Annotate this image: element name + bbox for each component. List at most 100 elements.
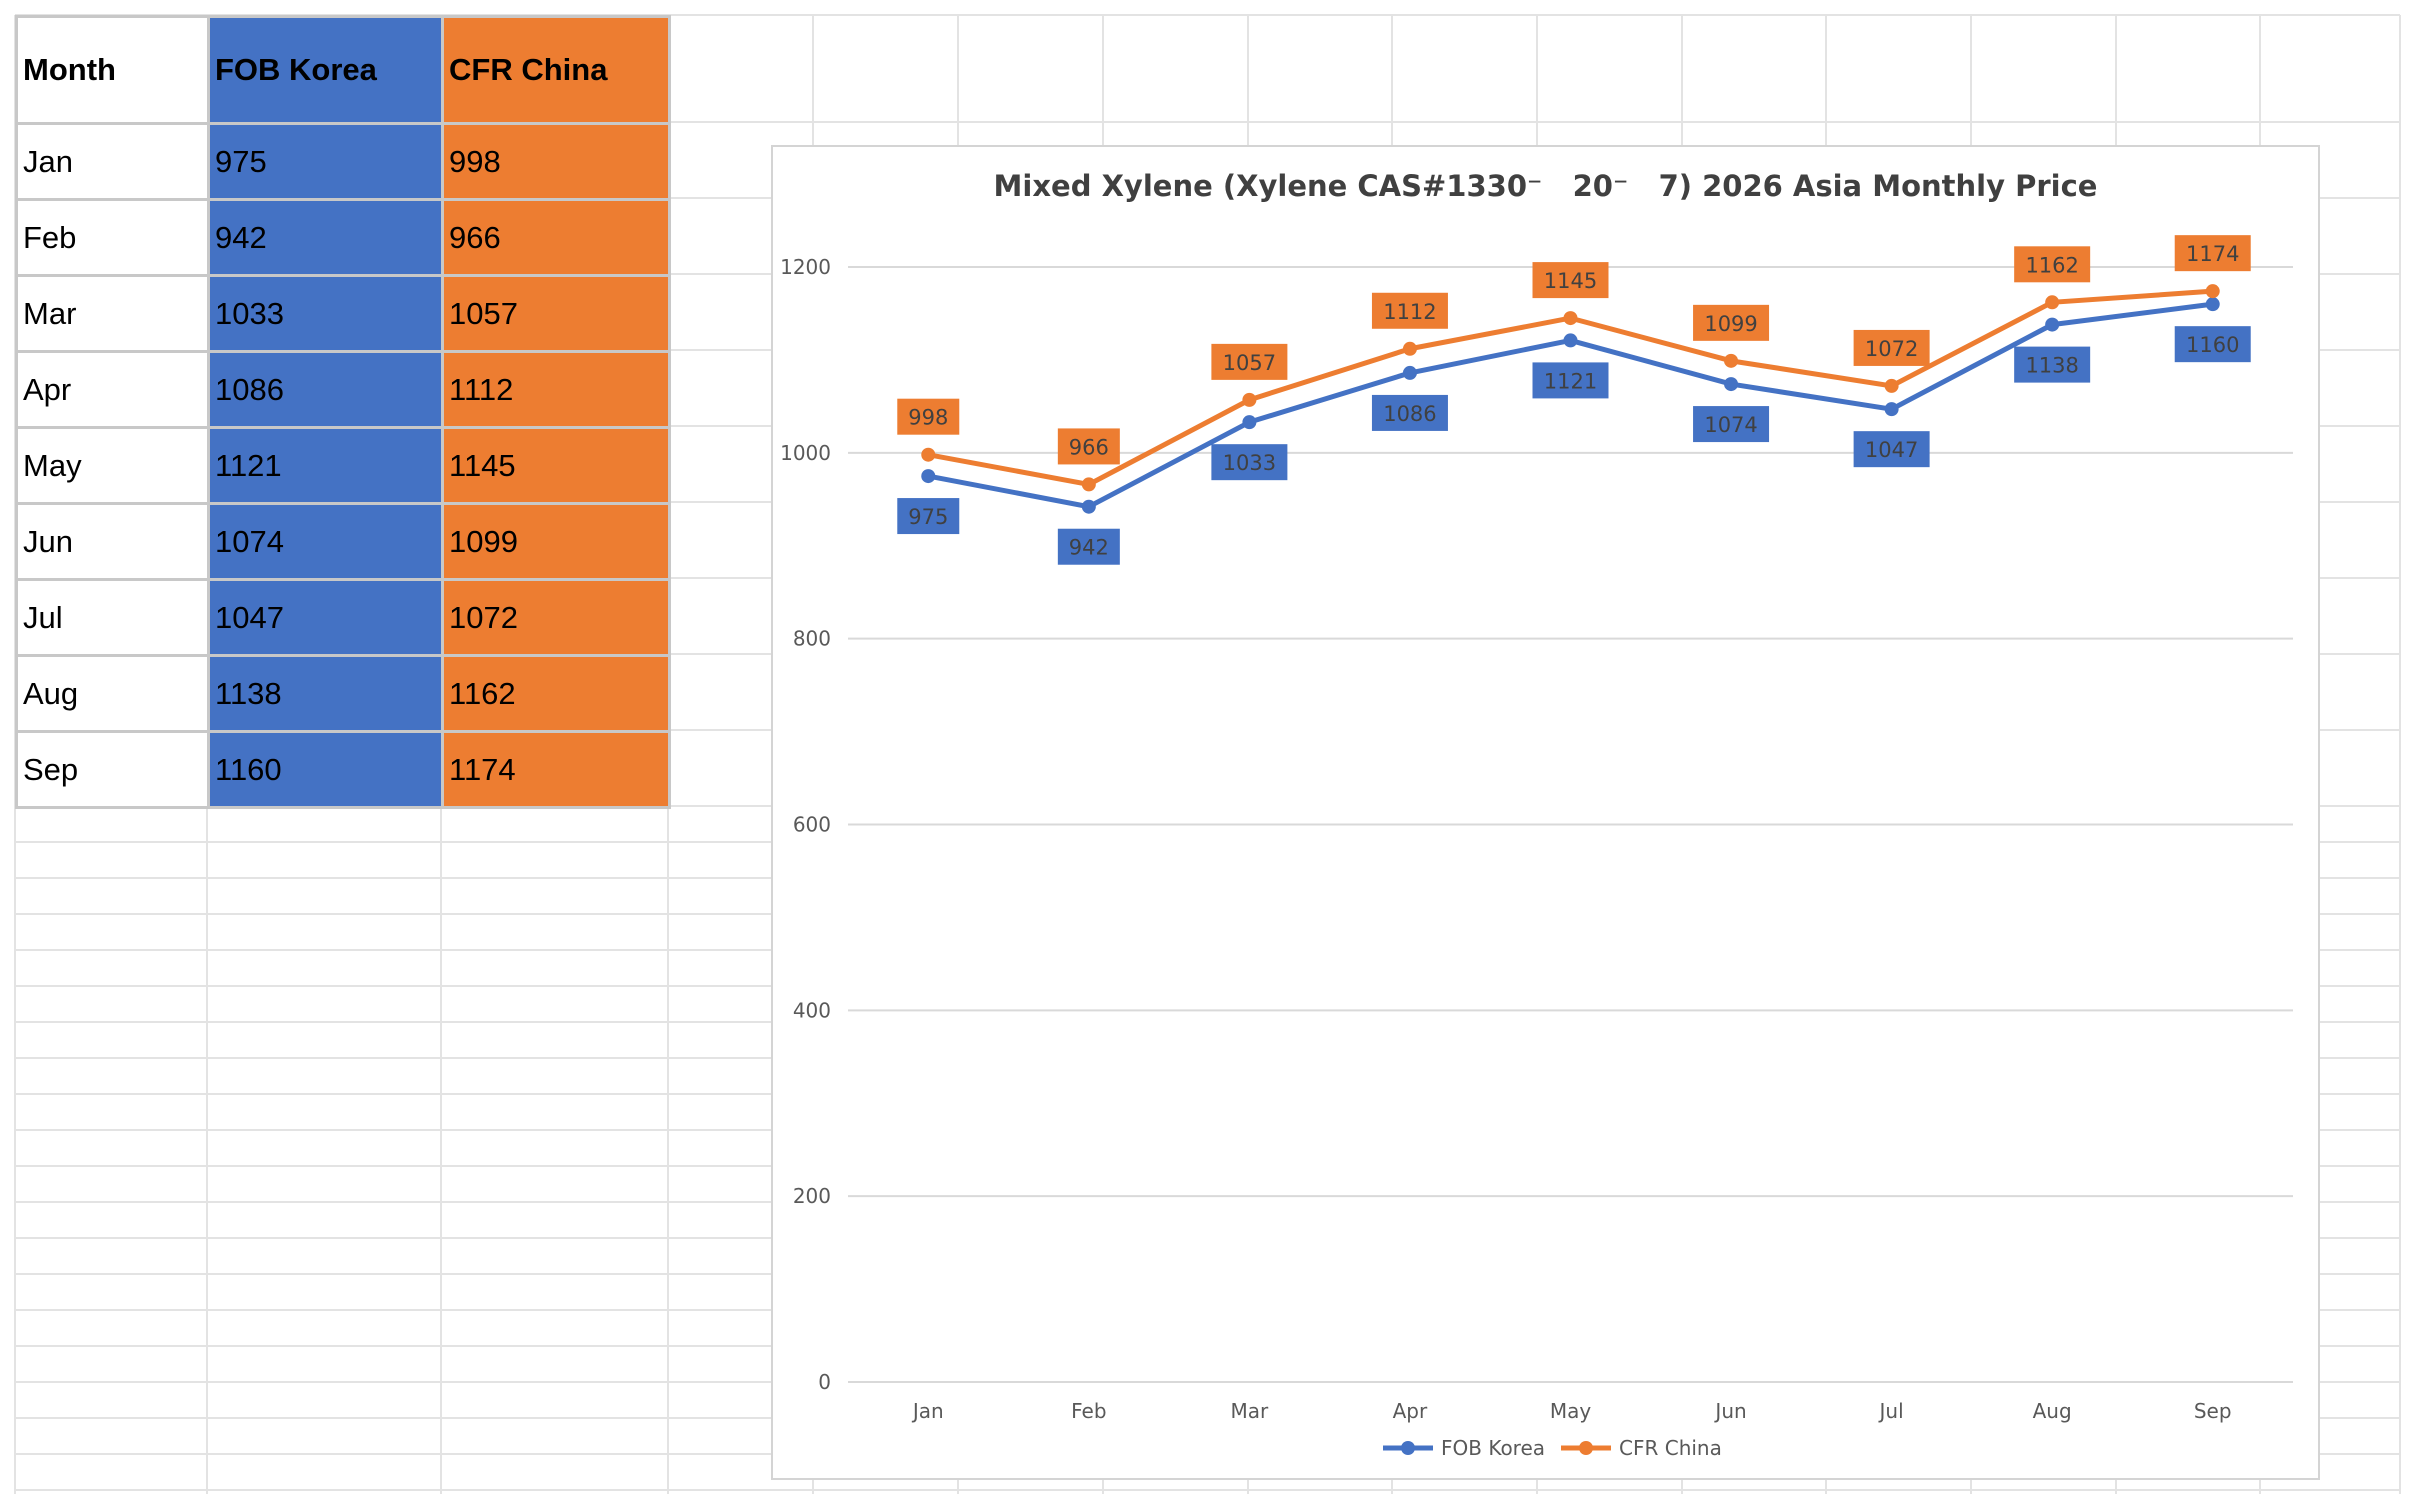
legend-label: FOB Korea	[1441, 1436, 1545, 1460]
table-row: Jul 1047 1072	[15, 578, 671, 657]
line-chart[interactable]: 0 200 400 600 800 1000 1200 Jan Feb Mar Apr May Jun J…	[771, 145, 2320, 1480]
y-tick-label: 1000	[780, 441, 831, 465]
data-label-box	[2014, 246, 2091, 283]
cell-fob-korea[interactable]: 1160	[207, 730, 444, 809]
y-tick-label: 1200	[780, 255, 831, 279]
data-label: 1086	[1383, 402, 1436, 426]
data-point	[1081, 477, 1096, 492]
chart-title: Mixed Xylene (Xylene CAS#1330⁻ 20⁻ 7) 20…	[993, 169, 2098, 203]
table-row: Mar 1033 1057	[15, 274, 671, 353]
cell-fob-korea[interactable]: 1033	[207, 274, 444, 353]
data-point	[1884, 402, 1899, 417]
data-label-box	[1211, 444, 1288, 481]
data-label-box	[1211, 343, 1288, 380]
cell-cfr-china[interactable]: 1072	[441, 578, 671, 657]
data-label-box	[2174, 235, 2251, 272]
header-fob-korea[interactable]: FOB Korea	[207, 15, 444, 125]
data-label-box	[1693, 406, 1770, 443]
cell-cfr-china[interactable]: 998	[441, 122, 671, 201]
legend-marker	[1401, 1441, 1415, 1455]
cell-cfr-china[interactable]: 1162	[441, 654, 671, 733]
data-label-box	[1853, 431, 1930, 468]
data-label-box	[1057, 528, 1120, 565]
cell-fob-korea[interactable]: 1086	[207, 350, 444, 429]
cell-month[interactable]: Jan	[15, 122, 210, 201]
cell-month[interactable]: Feb	[15, 198, 210, 277]
data-label: 1121	[1544, 369, 1597, 393]
table-row: Sep 1160 1174	[15, 730, 671, 809]
chart-plot: 0 200 400 600 800 1000 1200 Jan Feb Mar Apr May Jun J…	[780, 235, 2293, 1460]
cell-fob-korea[interactable]: 1121	[207, 426, 444, 505]
header-month[interactable]: Month	[15, 15, 210, 125]
cell-cfr-china[interactable]: 1145	[441, 426, 671, 505]
x-tick-label: Apr	[1393, 1399, 1428, 1423]
data-point	[921, 469, 936, 484]
data-label-box	[1371, 292, 1448, 329]
data-label-box	[1532, 362, 1609, 399]
data-label: 1112	[1383, 300, 1436, 324]
data-label-box	[897, 498, 960, 535]
cell-month[interactable]: Sep	[15, 730, 210, 809]
data-label: 1057	[1223, 351, 1276, 375]
cell-fob-korea[interactable]: 942	[207, 198, 444, 277]
data-point	[1884, 378, 1899, 393]
legend-label: CFR China	[1619, 1436, 1722, 1460]
data-label-box	[897, 398, 960, 435]
cell-cfr-china[interactable]: 966	[441, 198, 671, 277]
data-point	[1081, 499, 1096, 514]
cell-cfr-china[interactable]: 1174	[441, 730, 671, 809]
legend-marker	[1579, 1441, 1593, 1455]
header-cfr-china[interactable]: CFR China	[441, 15, 671, 125]
data-label-box	[1057, 428, 1120, 465]
data-point	[2205, 284, 2220, 299]
data-label-box	[1693, 304, 1770, 341]
x-tick-label: May	[1550, 1399, 1592, 1423]
data-label-box	[2174, 326, 2251, 363]
cell-fob-korea[interactable]: 1074	[207, 502, 444, 581]
table-row: Jun 1074 1099	[15, 502, 671, 581]
cell-month[interactable]: Mar	[15, 274, 210, 353]
data-point	[1242, 415, 1257, 430]
data-label: 1074	[1704, 413, 1757, 437]
cell-fob-korea[interactable]: 975	[207, 122, 444, 201]
x-tick-label: Feb	[1071, 1399, 1106, 1423]
cell-month[interactable]: May	[15, 426, 210, 505]
data-point	[1402, 365, 1417, 380]
cell-month[interactable]: Jun	[15, 502, 210, 581]
cell-month[interactable]: Jul	[15, 578, 210, 657]
data-label: 942	[1069, 536, 1109, 560]
cell-fob-korea[interactable]: 1138	[207, 654, 444, 733]
data-label-box	[1853, 329, 1930, 366]
data-label: 966	[1069, 435, 1109, 459]
x-tick-label: Aug	[2033, 1399, 2072, 1423]
cell-month[interactable]: Apr	[15, 350, 210, 429]
data-label: 975	[908, 505, 948, 529]
cell-fob-korea[interactable]: 1047	[207, 578, 444, 657]
data-point	[1724, 353, 1739, 368]
data-point	[1563, 333, 1578, 348]
x-tick-label: Jan	[911, 1399, 944, 1423]
x-tick-label: Jul	[1878, 1399, 1904, 1423]
cell-cfr-china[interactable]: 1057	[441, 274, 671, 353]
data-point	[2045, 295, 2060, 310]
x-tick-label: Sep	[2194, 1399, 2232, 1423]
data-label: 1072	[1865, 337, 1918, 361]
cell-cfr-china[interactable]: 1099	[441, 502, 671, 581]
data-label: 1047	[1865, 438, 1918, 462]
data-label: 1099	[1704, 312, 1757, 336]
data-label-box	[1371, 394, 1448, 431]
data-point	[1724, 377, 1739, 392]
cell-month[interactable]: Aug	[15, 654, 210, 733]
y-tick-label: 200	[793, 1184, 831, 1208]
y-tick-label: 800	[793, 627, 831, 651]
data-point	[1563, 311, 1578, 326]
cell-cfr-china[interactable]: 1112	[441, 350, 671, 429]
table-row: Feb 942 966	[15, 198, 671, 277]
data-label-box	[2014, 346, 2091, 383]
data-point	[1402, 341, 1417, 356]
data-label: 1162	[2025, 253, 2078, 277]
data-point	[1242, 392, 1257, 407]
table-row: Apr 1086 1112	[15, 350, 671, 429]
table-row: Jan 975 998	[15, 122, 671, 201]
data-point	[2045, 317, 2060, 332]
